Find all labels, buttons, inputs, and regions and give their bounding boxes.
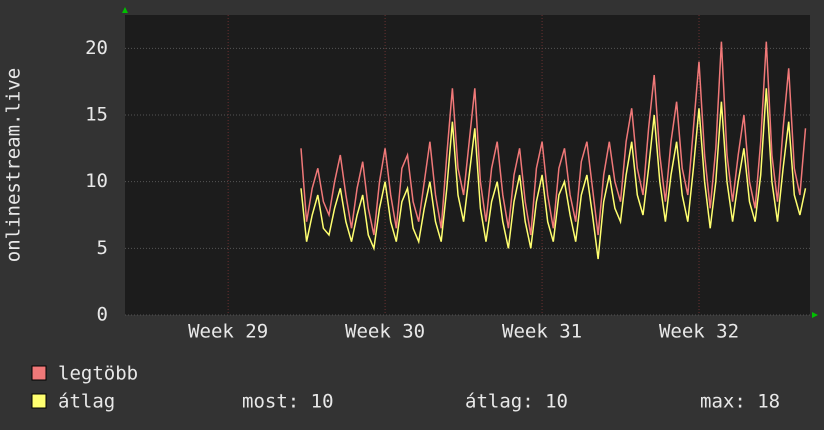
series-line (300, 88, 807, 260)
y-tick-label: 5 (97, 237, 108, 259)
axis-arrow (812, 312, 818, 318)
x-tick-label: Week 31 (502, 321, 582, 343)
y-tick-label: 0 (97, 304, 108, 326)
stat-label: max: 18 (700, 391, 780, 413)
axis-arrow (122, 7, 128, 13)
legend-swatch (31, 393, 47, 409)
series-line (300, 41, 807, 236)
stat-label: most: 10 (242, 391, 334, 413)
legend-label: legtöbb (58, 363, 138, 385)
x-tick-label: Week 32 (659, 321, 739, 343)
x-tick-label: Week 30 (345, 321, 425, 343)
y-axis-label: onlinestream.live (3, 68, 25, 262)
legend-swatch (31, 365, 47, 381)
stat-label: átlag: 10 (465, 391, 568, 413)
legend-label: átlag (58, 391, 115, 413)
y-tick-label: 20 (85, 37, 108, 59)
y-tick-label: 10 (85, 170, 108, 192)
x-tick-label: Week 29 (188, 321, 268, 343)
y-tick-label: 15 (85, 104, 108, 126)
